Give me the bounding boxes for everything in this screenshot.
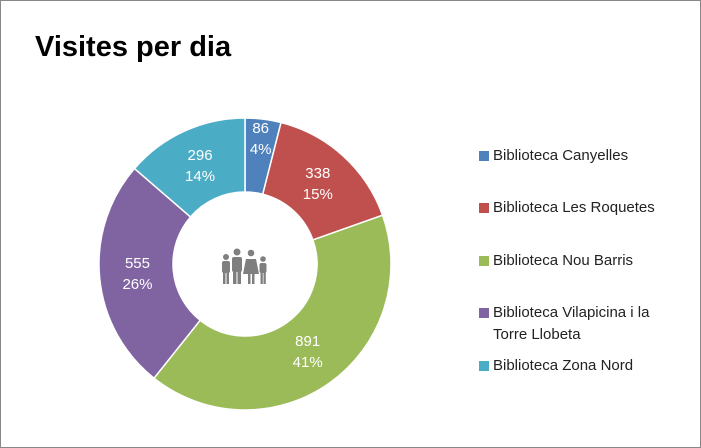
legend-item: Biblioteca Canyelles (479, 145, 684, 167)
legend-swatch (479, 203, 489, 213)
percent-label: 4% (250, 141, 272, 158)
legend-swatch (479, 361, 489, 371)
percent-label: 26% (122, 276, 152, 293)
data-label: 296 (188, 147, 213, 164)
slices: 86 4% 338 15% 891 41% 555 26% 296 14% (98, 117, 392, 411)
data-label: 555 (125, 255, 150, 272)
slice (98, 167, 202, 380)
data-label: 338 (305, 165, 330, 182)
percent-label: 41% (293, 354, 323, 371)
legend-label: Biblioteca Vilapicina i la Torre Llobeta (493, 304, 650, 343)
slice (152, 214, 392, 411)
percent-label: 15% (303, 186, 333, 203)
data-label: 86 (252, 120, 269, 137)
percent-label: 14% (185, 168, 215, 185)
legend-swatch (479, 256, 489, 266)
chart-title: Visites per dia (35, 31, 232, 63)
legend-label: Biblioteca Les Roquetes (493, 199, 655, 216)
legend-item: Biblioteca Vilapicina i la Torre Llobeta (479, 302, 684, 346)
legend-item: Biblioteca Zona Nord (479, 355, 684, 377)
data-label: 891 (295, 333, 320, 350)
legend-swatch (479, 308, 489, 318)
legend-label: Biblioteca Zona Nord (493, 357, 634, 374)
legend-label: Biblioteca Nou Barris (493, 252, 634, 269)
family-icon (222, 248, 267, 284)
slice (133, 117, 246, 219)
legend-item: Biblioteca Les Roquetes (479, 197, 684, 219)
legend-item: Biblioteca Nou Barris (479, 250, 684, 272)
slice (261, 121, 384, 241)
legend-swatch (479, 151, 489, 161)
legend-label: Biblioteca Canyelles (493, 147, 629, 164)
